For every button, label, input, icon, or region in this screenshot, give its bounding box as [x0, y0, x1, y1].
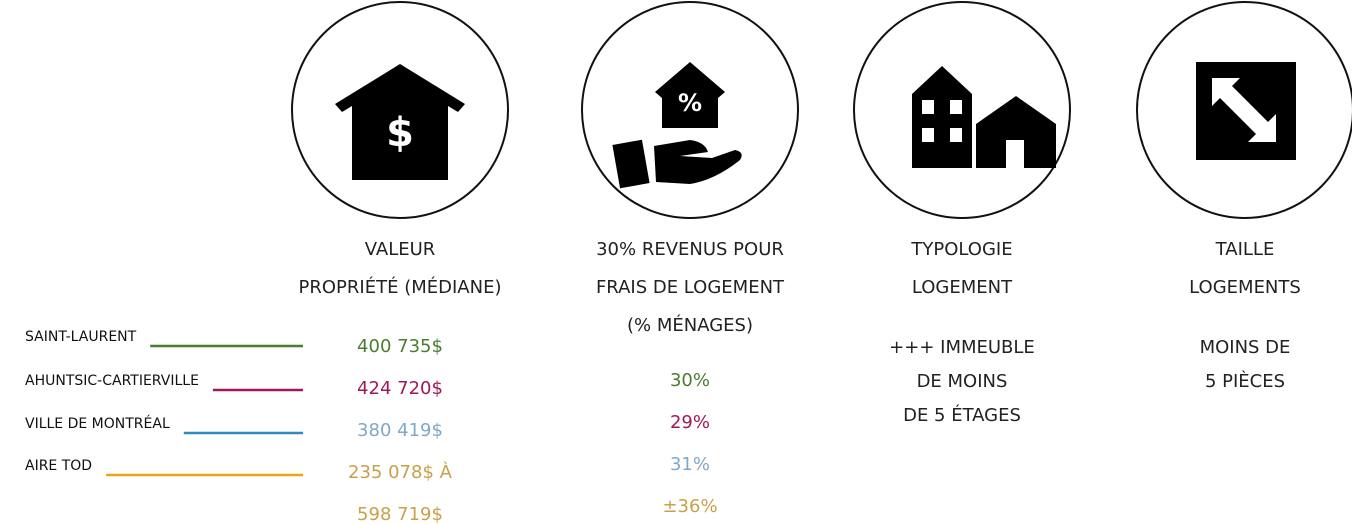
hand-percent-icon: %	[612, 62, 742, 189]
icon-circle	[291, 1, 509, 219]
column-value: 598 719$	[357, 504, 443, 524]
column-value: 424 720$	[357, 378, 443, 399]
legend-label: AIRE TOD	[25, 458, 92, 474]
column-title: TYPOLOGIE	[910, 239, 1012, 260]
column-value: 29%	[670, 412, 710, 433]
icon-circle	[853, 1, 1071, 219]
icon-label: $	[386, 110, 414, 156]
icon-circle	[581, 1, 799, 219]
arrow	[1212, 78, 1276, 142]
column-title: TAILLE	[1215, 239, 1275, 260]
column-title: PROPRIÉTÉ (MÉDIANE)	[299, 276, 502, 298]
size-icon	[1196, 62, 1296, 160]
window	[950, 100, 962, 114]
house-shape	[655, 62, 725, 128]
column-value: 30%	[670, 370, 710, 391]
house-shape	[335, 64, 465, 180]
column-value: 380 419$	[357, 420, 443, 441]
legend-label: SAINT-LAURENT	[25, 329, 137, 345]
door	[1006, 140, 1024, 168]
icon-label: %	[678, 89, 702, 117]
column-title: (% MÉNAGES)	[627, 314, 753, 336]
icon-circle	[1136, 1, 1352, 219]
column-value: 400 735$	[357, 336, 443, 357]
column-title: LOGEMENT	[912, 277, 1013, 298]
window	[922, 128, 934, 142]
buildings-icon	[912, 66, 1056, 168]
column-title: VALEUR	[365, 239, 436, 260]
column-value: +++ IMMEUBLE	[889, 337, 1035, 358]
building	[912, 66, 972, 168]
legend-label: AHUNTSIC-CARTIERVILLE	[25, 373, 199, 389]
column-value: DE MOINS	[917, 371, 1008, 392]
column-title: LOGEMENTS	[1189, 277, 1301, 298]
cuff	[612, 139, 650, 189]
circles	[291, 1, 1352, 219]
column-value: DE 5 ÉTAGES	[903, 404, 1021, 426]
window	[950, 128, 962, 142]
column-value: 31%	[670, 454, 710, 475]
legend-label: VILLE DE MONTRÉAL	[25, 415, 170, 432]
house-dollar-icon: $	[335, 64, 465, 180]
column-title: 30% REVENUS POUR	[596, 239, 784, 260]
column-value: ±36%	[662, 496, 717, 517]
hand	[654, 140, 742, 184]
column-title: FRAIS DE LOGEMENT	[596, 277, 785, 298]
column-value: 5 PIÈCES	[1205, 370, 1285, 392]
column-value: 235 078$ À	[348, 461, 453, 483]
window	[922, 100, 934, 114]
column-value: MOINS DE	[1200, 337, 1291, 358]
house	[976, 96, 1056, 168]
